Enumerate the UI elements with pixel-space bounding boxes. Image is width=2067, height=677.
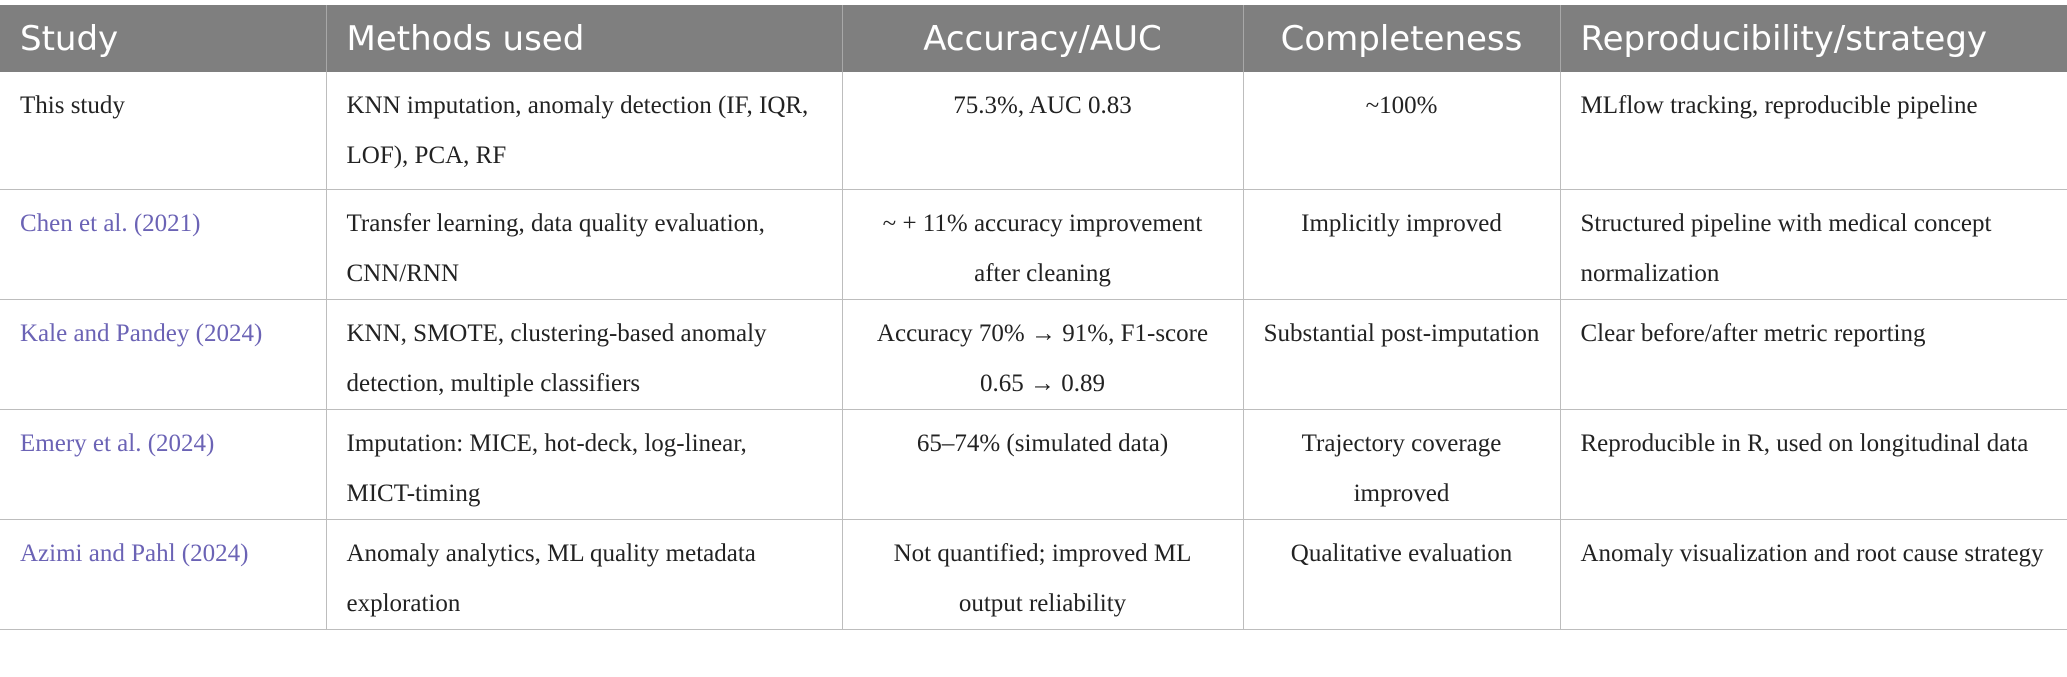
table-row: Emery et al. (2024) Imputation: MICE, ho… (0, 409, 2067, 520)
reproducibility-cell: Clear before/after metric reporting (1559, 299, 2067, 410)
completeness-cell: Implicitly improved (1242, 189, 1560, 300)
table-body: This study KNN imputation, anomaly detec… (0, 72, 2067, 630)
accuracy-cell: 75.3%, AUC 0.83 (841, 72, 1243, 190)
header-study: Study (0, 5, 326, 72)
completeness-cell: ~100% (1242, 72, 1560, 190)
reproducibility-cell: MLflow tracking, reproducible pipeline (1559, 72, 2067, 190)
accuracy-cell: ~ + 11% accuracy improvement after clean… (841, 189, 1243, 300)
methods-cell: Transfer learning, data quality evaluati… (325, 189, 842, 300)
comparison-table: Study Methods used Accuracy/AUC Complete… (0, 5, 2067, 630)
reproducibility-cell: Reproducible in R, used on longitudinal … (1559, 409, 2067, 520)
accuracy-cell: 65–74% (simulated data) (841, 409, 1243, 520)
header-methods: Methods used (325, 5, 842, 72)
study-citation-link[interactable]: Kale and Pandey (2024) (0, 299, 326, 410)
reproducibility-cell: Anomaly visualization and root cause str… (1559, 519, 2067, 630)
header-row: Study Methods used Accuracy/AUC Complete… (0, 5, 2067, 72)
table-row: Kale and Pandey (2024) KNN, SMOTE, clust… (0, 299, 2067, 410)
methods-cell: KNN, SMOTE, clustering-based anomaly det… (325, 299, 842, 410)
table-row: Chen et al. (2021) Transfer learning, da… (0, 189, 2067, 300)
completeness-cell: Qualitative evaluation (1242, 519, 1560, 630)
methods-cell: Imputation: MICE, hot-deck, log-linear, … (325, 409, 842, 520)
table-row: This study KNN imputation, anomaly detec… (0, 72, 2067, 190)
methods-cell: Anomaly analytics, ML quality metadata e… (325, 519, 842, 630)
completeness-cell: Substantial post-imputation (1242, 299, 1560, 410)
table-header: Study Methods used Accuracy/AUC Complete… (0, 5, 2067, 72)
accuracy-cell: Not quantified; improved ML output relia… (841, 519, 1243, 630)
header-accuracy: Accuracy/AUC (841, 5, 1243, 72)
table-row: Azimi and Pahl (2024) Anomaly analytics,… (0, 519, 2067, 630)
methods-cell: KNN imputation, anomaly detection (IF, I… (325, 72, 842, 190)
header-completeness: Completeness (1242, 5, 1560, 72)
header-reproducibility: Reproducibility/strategy (1559, 5, 2067, 72)
accuracy-cell: Accuracy 70% → 91%, F1-score 0.65 → 0.89 (841, 299, 1243, 410)
study-citation-link[interactable]: Azimi and Pahl (2024) (0, 519, 326, 630)
completeness-cell: Trajectory coverage improved (1242, 409, 1560, 520)
comparison-table-container: Study Methods used Accuracy/AUC Complete… (0, 5, 2067, 630)
study-citation-link[interactable]: Emery et al. (2024) (0, 409, 326, 520)
reproducibility-cell: Structured pipeline with medical concept… (1559, 189, 2067, 300)
study-citation-link[interactable]: Chen et al. (2021) (0, 189, 326, 300)
study-cell: This study (0, 72, 326, 190)
